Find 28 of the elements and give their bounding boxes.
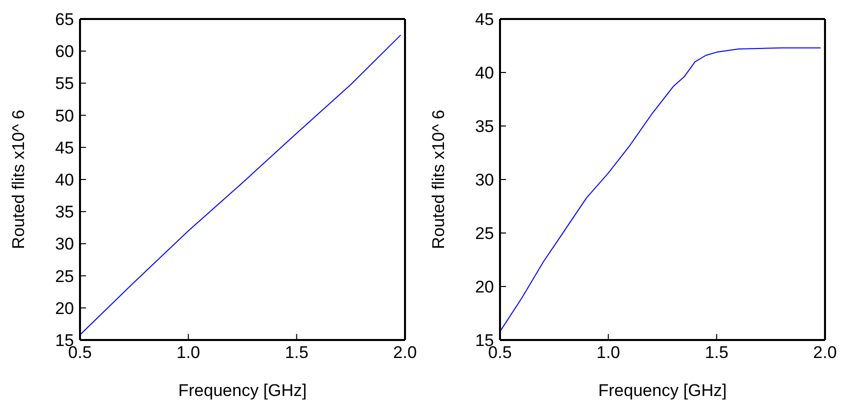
x-tick-label: 1.0 — [176, 343, 200, 362]
x-tick-label: 2.0 — [393, 343, 417, 362]
y-tick-label: 25 — [55, 266, 74, 286]
y-tick-label: 20 — [55, 298, 74, 318]
y-tick-label: 45 — [55, 138, 74, 158]
line-series — [500, 47, 822, 332]
x-tick-label: 1.0 — [596, 343, 620, 362]
y-tick-label: 65 — [55, 10, 74, 30]
y-tick-label: 20 — [475, 278, 494, 297]
x-axis-title: Frequency [GHz] — [598, 381, 727, 400]
y-tick-label: 30 — [55, 234, 74, 254]
x-tick-label: 1.5 — [284, 343, 308, 362]
y-tick-label: 40 — [475, 64, 494, 83]
y-tick-label: 30 — [475, 170, 494, 190]
y-tick-label: 55 — [55, 74, 74, 94]
x-tick-label: 2.0 — [813, 343, 837, 362]
x-axis-title: Frequency [GHz] — [178, 381, 307, 400]
y-tick-label: 45 — [475, 10, 494, 30]
y-tick-label: 60 — [55, 42, 74, 62]
y-tick-label: 25 — [475, 224, 494, 244]
y-tick-label: 40 — [55, 170, 74, 190]
y-tick-label: 35 — [475, 117, 494, 136]
y-tick-label: 35 — [55, 202, 74, 222]
y-axis-title: Routed flits x10^ 6 — [9, 110, 28, 250]
line-series — [80, 34, 402, 336]
x-tick-label: 1.5 — [704, 343, 728, 362]
y-tick-label: 50 — [55, 106, 74, 126]
y-axis-title: Routed flits x10^ 6 — [429, 110, 448, 250]
